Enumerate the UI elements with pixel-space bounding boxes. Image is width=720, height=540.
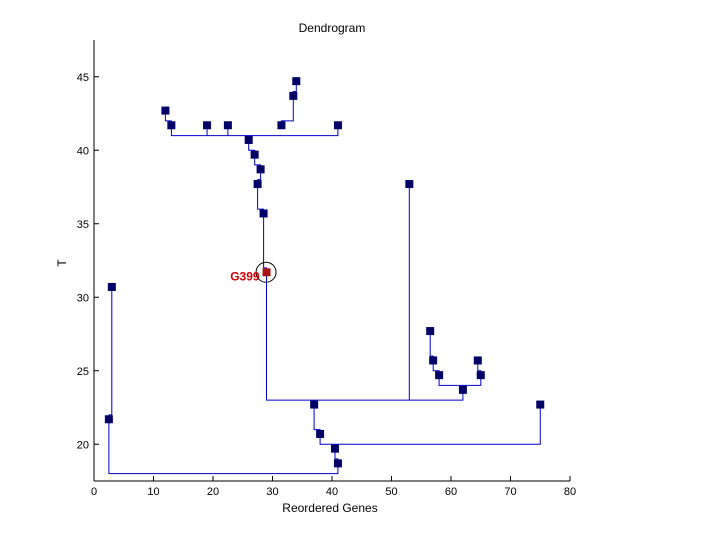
- y-tick-label: 20: [77, 439, 89, 451]
- dendrogram-link: [280, 95, 294, 126]
- dendrogram-node[interactable]: [167, 121, 176, 130]
- x-tick-label: 40: [326, 486, 338, 498]
- dendrogram-node[interactable]: [289, 91, 298, 100]
- x-tick-label: 50: [385, 486, 397, 498]
- dendrogram-link: [313, 404, 321, 434]
- x-tick-label: 0: [91, 486, 97, 498]
- x-tick-label: 30: [266, 486, 278, 498]
- dendrogram-link: [170, 125, 339, 137]
- dendrogram-nodes: G399: [104, 77, 545, 468]
- dendrogram-link: [319, 404, 541, 445]
- dendrogram-node[interactable]: [203, 121, 212, 130]
- y-tick-label: 40: [77, 145, 89, 157]
- chart-title: Dendrogram: [299, 21, 366, 35]
- x-axis-label: Reordered Genes: [282, 501, 377, 515]
- dendrogram-node[interactable]: [476, 371, 485, 380]
- dendrogram-link: [266, 272, 464, 401]
- dendrogram-node[interactable]: [435, 371, 444, 380]
- dendrogram-node[interactable]: [259, 209, 268, 218]
- dendrogram-node[interactable]: [426, 327, 435, 336]
- dendrogram-node[interactable]: [458, 385, 467, 394]
- y-tick-label: 30: [77, 292, 89, 304]
- dendrogram-node[interactable]: [253, 180, 262, 189]
- dendrogram-node[interactable]: [330, 444, 339, 453]
- highlighted-node-label: G399: [230, 269, 260, 283]
- dendrogram-node[interactable]: [250, 150, 259, 159]
- dendrogram-node[interactable]: [104, 415, 113, 424]
- dendrogram-link: [263, 213, 267, 273]
- x-tick-label: 20: [207, 486, 219, 498]
- x-tick-label: 60: [445, 486, 457, 498]
- x-axis-ticks: 0 10 20 30 40 50 60 70 80: [91, 476, 576, 498]
- dendrogram-node[interactable]: [333, 459, 342, 468]
- x-tick-label: 10: [147, 486, 159, 498]
- dendrogram-node[interactable]: [107, 282, 116, 291]
- dendrogram-node[interactable]: [310, 400, 319, 409]
- x-tick-label: 70: [504, 486, 516, 498]
- dendrogram-node[interactable]: [405, 180, 414, 189]
- dendrogram-node[interactable]: [429, 356, 438, 365]
- dendrogram-node[interactable]: [316, 429, 325, 438]
- dendrogram-link: [108, 419, 339, 475]
- y-axis-ticks: 20 25 30 35 40 45: [77, 72, 99, 451]
- dendrogram-node[interactable]: [256, 165, 265, 174]
- dendrogram-node[interactable]: [292, 77, 301, 86]
- highlight-ring: [255, 261, 277, 283]
- axes: [93, 40, 570, 482]
- x-tick-label: 80: [564, 486, 576, 498]
- y-axis-label: T: [55, 259, 69, 267]
- dendrogram-links: [108, 81, 541, 475]
- dendrogram-node[interactable]: [161, 106, 170, 115]
- highlighted-node[interactable]: [262, 268, 271, 277]
- dendrogram-link: [108, 287, 113, 420]
- dendrogram-link: [257, 184, 265, 214]
- y-tick-label: 35: [77, 219, 89, 231]
- dendrogram-link: [438, 375, 482, 386]
- dendrogram-node[interactable]: [536, 400, 545, 409]
- dendrogram-node[interactable]: [333, 121, 342, 130]
- y-tick-label: 45: [77, 72, 89, 84]
- dendrogram-node[interactable]: [223, 121, 232, 130]
- dendrogram-node[interactable]: [244, 135, 253, 144]
- dendrogram-node[interactable]: [277, 121, 286, 130]
- dendrogram-node[interactable]: [473, 356, 482, 365]
- y-tick-label: 25: [77, 366, 89, 378]
- dendrogram-link: [429, 331, 434, 361]
